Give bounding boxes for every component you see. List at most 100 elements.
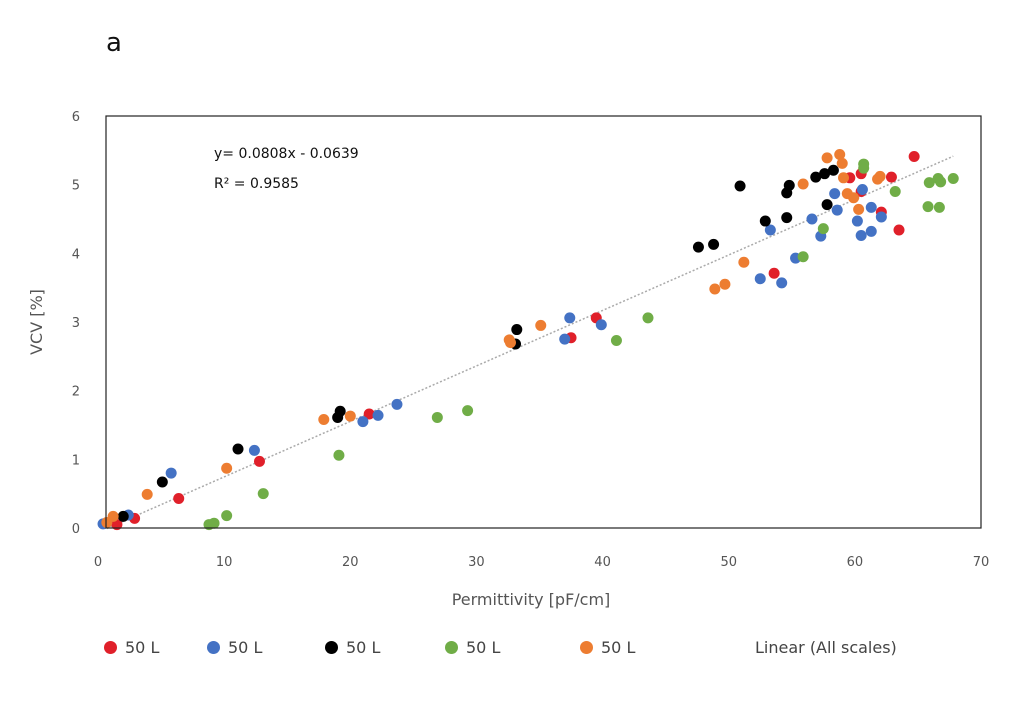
regression-equation: y= 0.0808x - 0.0639	[214, 146, 359, 162]
data-point-series-4	[889, 186, 901, 198]
data-point-series-3	[821, 199, 833, 211]
x-tick-label: 30	[468, 555, 485, 570]
data-point-series-4	[858, 158, 870, 170]
legend-label: 50 L	[601, 638, 636, 657]
x-tick-label: 40	[594, 555, 611, 570]
legend-swatch-green	[445, 641, 458, 654]
data-point-series-5	[797, 178, 809, 190]
legend-item-series-4: 50 L	[445, 638, 500, 657]
legend-swatch-orange	[580, 641, 593, 654]
data-point-series-2	[806, 213, 818, 225]
data-point-series-1	[885, 171, 897, 183]
data-point-series-2	[829, 188, 841, 200]
data-point-series-1	[173, 492, 185, 504]
x-tick-label: 70	[973, 555, 990, 570]
data-point-series-4	[923, 177, 935, 189]
data-point-series-4	[610, 335, 622, 347]
x-tick-label: 0	[94, 555, 102, 570]
plot-area-frame	[105, 115, 982, 529]
data-point-series-3	[511, 324, 523, 336]
data-point-series-1	[111, 519, 123, 531]
data-point-series-2	[831, 204, 843, 216]
points-layer	[97, 148, 959, 531]
data-point-series-3	[232, 443, 244, 455]
data-point-series-5	[836, 157, 848, 169]
data-point-series-4	[817, 223, 829, 235]
data-point-series-1	[253, 455, 265, 467]
data-point-series-5	[821, 152, 833, 164]
data-point-series-1	[768, 267, 780, 279]
y-tick-label: 4	[72, 247, 80, 262]
data-point-series-4	[333, 449, 345, 461]
y-tick-label: 1	[72, 453, 80, 468]
data-point-series-4	[935, 176, 947, 188]
data-point-series-4	[642, 312, 654, 324]
data-point-series-4	[257, 488, 269, 500]
data-point-series-3	[708, 238, 720, 250]
data-point-series-2	[559, 333, 571, 345]
data-point-series-2	[391, 398, 403, 410]
data-point-series-3	[781, 212, 793, 224]
data-point-series-3	[759, 215, 771, 227]
x-tick-label: 60	[847, 555, 864, 570]
data-point-series-5	[141, 488, 153, 500]
data-point-series-3	[692, 241, 704, 253]
data-point-series-5	[848, 192, 860, 204]
x-tick-label: 10	[216, 555, 233, 570]
data-point-series-5	[709, 283, 721, 295]
data-point-series-4	[208, 517, 220, 529]
legend-item-series-5: 50 L	[580, 638, 635, 657]
data-point-series-1	[908, 151, 920, 163]
legend-label: 50 L	[125, 638, 160, 657]
data-point-series-2	[875, 211, 887, 223]
legend-item-series-2: 50 L	[207, 638, 262, 657]
data-point-series-2	[865, 201, 877, 213]
y-tick-label: 3	[72, 316, 80, 331]
data-point-series-2	[865, 225, 877, 237]
data-point-series-2	[776, 277, 788, 289]
data-point-series-5	[853, 203, 865, 215]
data-point-series-4	[947, 172, 959, 184]
trendline	[106, 155, 954, 530]
y-axis-title: VCV [%]	[27, 289, 46, 355]
data-point-series-3	[819, 168, 831, 180]
data-point-series-5	[535, 319, 547, 331]
legend-label: Linear (All scales)	[755, 638, 897, 657]
legend-label: 50 L	[466, 638, 501, 657]
trendline-layer	[106, 155, 954, 530]
data-point-series-4	[933, 201, 945, 213]
data-point-series-2	[856, 183, 868, 195]
legend: 50 L 50 L 50 L 50 L 50 L Linear (All sca…	[0, 638, 1024, 662]
data-point-series-3	[734, 180, 746, 192]
legend-label: 50 L	[228, 638, 263, 657]
data-point-series-3	[117, 510, 129, 522]
panel-label: a	[106, 28, 122, 58]
legend-item-series-3: 50 L	[325, 638, 380, 657]
x-tick-label: 50	[720, 555, 737, 570]
data-point-series-5	[738, 256, 750, 268]
y-tick-label: 2	[72, 385, 80, 400]
y-tick-label: 0	[72, 522, 80, 537]
y-tick-label: 6	[72, 110, 80, 125]
data-point-series-3	[783, 179, 795, 191]
data-point-series-1	[363, 408, 375, 420]
data-point-series-4	[431, 411, 443, 423]
data-point-series-2	[248, 444, 260, 456]
data-point-series-5	[504, 337, 516, 349]
data-point-series-3	[827, 164, 839, 176]
data-point-series-5	[834, 148, 846, 160]
data-point-series-2	[595, 319, 607, 331]
data-point-series-4	[221, 510, 233, 522]
data-point-series-2	[754, 273, 766, 285]
legend-label: 50 L	[346, 638, 381, 657]
data-point-series-5	[719, 278, 731, 290]
data-point-series-1	[893, 224, 905, 236]
data-point-series-4	[797, 251, 809, 263]
data-point-series-2	[855, 229, 867, 241]
legend-swatch-red	[104, 641, 117, 654]
data-point-series-5	[838, 172, 850, 184]
data-point-series-4	[462, 405, 474, 417]
data-point-series-3	[810, 171, 822, 183]
data-point-series-2	[851, 215, 863, 227]
